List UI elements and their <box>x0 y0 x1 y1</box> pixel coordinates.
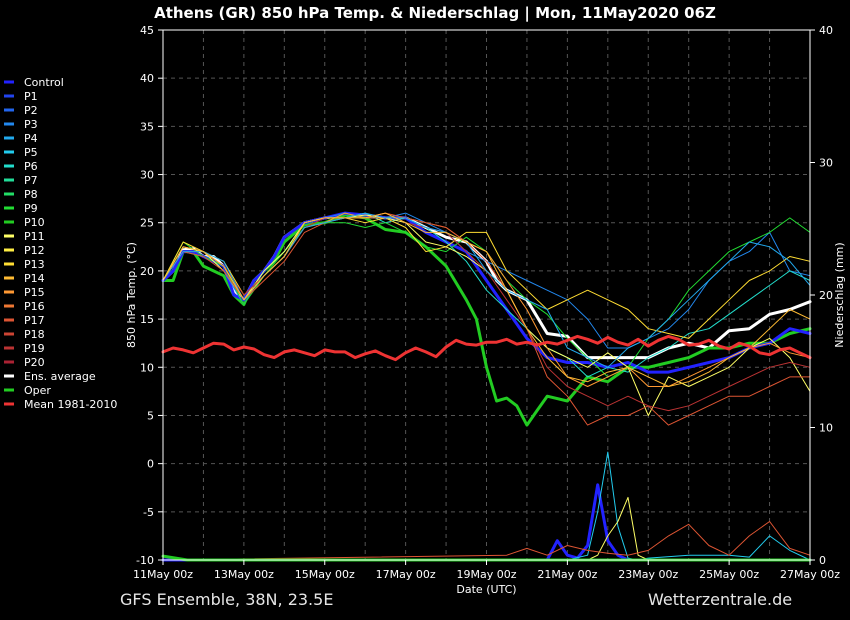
y2-tick-label: 20 <box>819 289 833 302</box>
x-tick-label: 21May 00z <box>537 568 597 581</box>
y-tick-label: 25 <box>140 217 154 230</box>
legend-label: P6 <box>24 160 38 173</box>
legend-label: P3 <box>24 118 38 131</box>
series-line-mean-1981-2010 <box>161 334 812 362</box>
legend-label: Control <box>24 76 64 89</box>
legend-label: P17 <box>24 314 45 327</box>
series-line-p17 <box>162 212 811 426</box>
x-tick-label: 27May 00z <box>780 568 840 581</box>
legend-label: P7 <box>24 174 38 187</box>
y-tick-label: 5 <box>147 409 154 422</box>
source-credit: Wetterzentrale.de <box>648 590 793 609</box>
x-tick-label: 13May 00z <box>214 568 274 581</box>
legend-label: P10 <box>24 216 45 229</box>
y-tick-label: 35 <box>140 120 154 133</box>
y2-tick-label: 0 <box>819 554 826 567</box>
y-tick-label: 45 <box>140 24 154 37</box>
legend-label: P15 <box>24 286 45 299</box>
y2-tick-label: 30 <box>819 157 833 170</box>
x-tick-label: 15May 00z <box>295 568 355 581</box>
axes: -10 -5 0 5 10 15 20 25 30 35 40 45 0 10 20 30 40 11May 00… <box>125 24 846 596</box>
y-tick-label: 15 <box>140 313 154 326</box>
legend-label: Ens. average <box>24 370 96 383</box>
model-location: GFS Ensemble, 38N, 23.5E <box>120 590 334 609</box>
x-tick-label: 23May 00z <box>618 568 678 581</box>
legend-label: P18 <box>24 328 45 341</box>
y-tick-label: 30 <box>140 169 154 182</box>
legend-label: P9 <box>24 202 38 215</box>
chart-title: Athens (GR) 850 hPa Temp. & Niederschlag… <box>154 4 716 23</box>
legend-label: P4 <box>24 132 38 145</box>
legend: ControlP1P2P3P4P5P6P7P8P9P10P11P12P13P14… <box>4 76 117 411</box>
legend-label: Mean 1981-2010 <box>24 398 117 411</box>
y-tick-label: 10 <box>140 361 154 374</box>
legend-label: P16 <box>24 300 45 313</box>
series-line-p17-precip <box>162 521 811 561</box>
series-line-p14 <box>162 212 811 387</box>
grid <box>163 30 810 560</box>
legend-label: P5 <box>24 146 38 159</box>
y2-tick-label: 10 <box>819 422 833 435</box>
y-tick-label: 20 <box>140 265 154 278</box>
y2-tick-label: 40 <box>819 24 833 37</box>
legend-label: P2 <box>24 104 38 117</box>
x-tick-label: 17May 00z <box>376 568 436 581</box>
y-tick-label: -10 <box>136 554 154 567</box>
legend-label: P13 <box>24 258 45 271</box>
y-tick-label: 40 <box>140 72 154 85</box>
x-tick-label: 19May 00z <box>456 568 516 581</box>
plot-area <box>161 211 812 562</box>
x-tick-label: 25May 00z <box>699 568 759 581</box>
legend-label: P20 <box>24 356 45 369</box>
legend-label: P1 <box>24 90 38 103</box>
y2-axis-label: Niederschlag (mm) <box>833 242 846 347</box>
legend-label: P8 <box>24 188 38 201</box>
y-tick-label: -5 <box>143 506 154 519</box>
x-tick-label: 11May 00z <box>133 568 193 581</box>
legend-label: P12 <box>24 244 45 257</box>
legend-label: Oper <box>24 384 51 397</box>
legend-label: P11 <box>24 230 45 243</box>
legend-label: P14 <box>24 272 45 285</box>
x-axis-label: Date (UTC) <box>456 583 516 596</box>
y-axis-label: 850 hPa Temp. (°C) <box>125 242 138 348</box>
y-tick-label: 0 <box>147 458 154 471</box>
legend-label: P19 <box>24 342 45 355</box>
